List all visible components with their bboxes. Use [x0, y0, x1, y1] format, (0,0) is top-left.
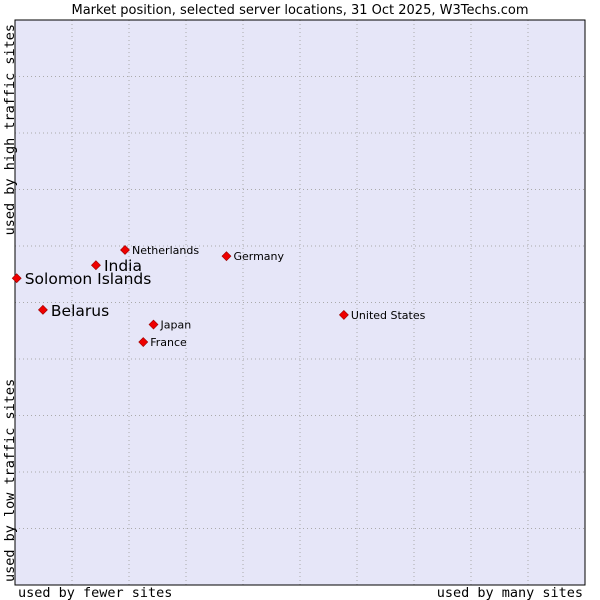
point-label-india: India — [104, 257, 142, 275]
y-axis-label-top: used by high traffic sites — [2, 24, 18, 235]
point-marker-france — [138, 337, 149, 347]
point-marker-solomon-islands — [11, 273, 22, 284]
point-label-belarus: Belarus — [51, 302, 109, 320]
point-marker-netherlands — [120, 245, 130, 255]
chart-title: Market position, selected server locatio… — [71, 3, 528, 18]
y-axis-label-bottom: used by low traffic sites — [2, 379, 18, 582]
x-axis-label-left: used by fewer sites — [18, 585, 172, 600]
point-label-france: France — [150, 336, 187, 349]
point-label-japan: Japan — [160, 319, 192, 332]
point-label-netherlands: Netherlands — [132, 244, 199, 257]
point-label-solomon-islands: Solomon Islands — [25, 270, 152, 288]
plot-frame — [14, 19, 586, 586]
point-marker-india — [91, 260, 101, 271]
point-marker-japan — [148, 319, 159, 330]
point-label-united-states: United States — [351, 309, 426, 322]
point-marker-belarus — [38, 304, 48, 315]
point-marker-germany — [221, 251, 232, 262]
grid-lines — [15, 20, 585, 585]
point-label-germany: Germany — [233, 250, 284, 263]
point-marker-united-states — [338, 310, 349, 320]
x-axis-label-right: used by many sites — [437, 585, 583, 600]
